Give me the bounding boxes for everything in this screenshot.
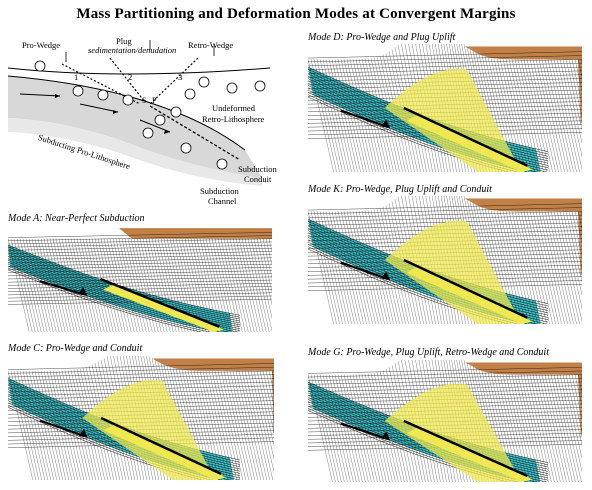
marker-circles [34, 60, 266, 170]
caption-mode-d: Mode D: Pro-Wedge and Plug Uplift [308, 32, 456, 43]
zone-2: 2 [128, 72, 133, 82]
panel-mode-k [308, 196, 582, 324]
label-s: S [142, 96, 146, 105]
label-retro-lithosphere: Retro-Lithosphere [202, 114, 265, 124]
caption-mode-g: Mode G: Pro-Wedge, Plug Uplift, Retro-We… [308, 347, 549, 358]
zone-3: 3 [178, 72, 183, 82]
panel-mode-a [8, 228, 272, 332]
label-subduction-conduit-1: Subduction [238, 164, 277, 174]
label-pro-wedge: Pro-Wedge [22, 40, 61, 50]
label-subduction-channel-2: Channel [208, 196, 237, 206]
label-retro-wedge: Retro-Wedge [188, 40, 234, 50]
caption-mode-c: Mode C: Pro-Wedge and Conduit [8, 343, 143, 354]
panel-mode-g [308, 360, 582, 482]
zone-1: 1 [74, 72, 79, 82]
label-undeformed: Undeformed [212, 103, 255, 113]
label-plug: Plug [116, 36, 132, 46]
panel-mode-d [308, 44, 582, 172]
panel-mode-c [8, 356, 274, 480]
label-sed-den: sedimentation/denudation [88, 45, 177, 55]
label-subduction-conduit-2: Conduit [244, 174, 272, 184]
label-p: P [152, 96, 157, 105]
schematic-svg: S P [7, 40, 271, 186]
label-subduction-channel-1: Subduction [200, 186, 239, 196]
caption-mode-k: Mode K: Pro-Wedge, Plug Uplift and Condu… [308, 184, 492, 195]
caption-mode-a: Mode A: Near-Perfect Subduction [8, 213, 145, 224]
figure-title: Mass Partitioning and Deformation Modes … [76, 6, 516, 22]
schematic-diagram: S P Pro-Wedge Plug sedimentation/denudat… [0, 28, 290, 208]
